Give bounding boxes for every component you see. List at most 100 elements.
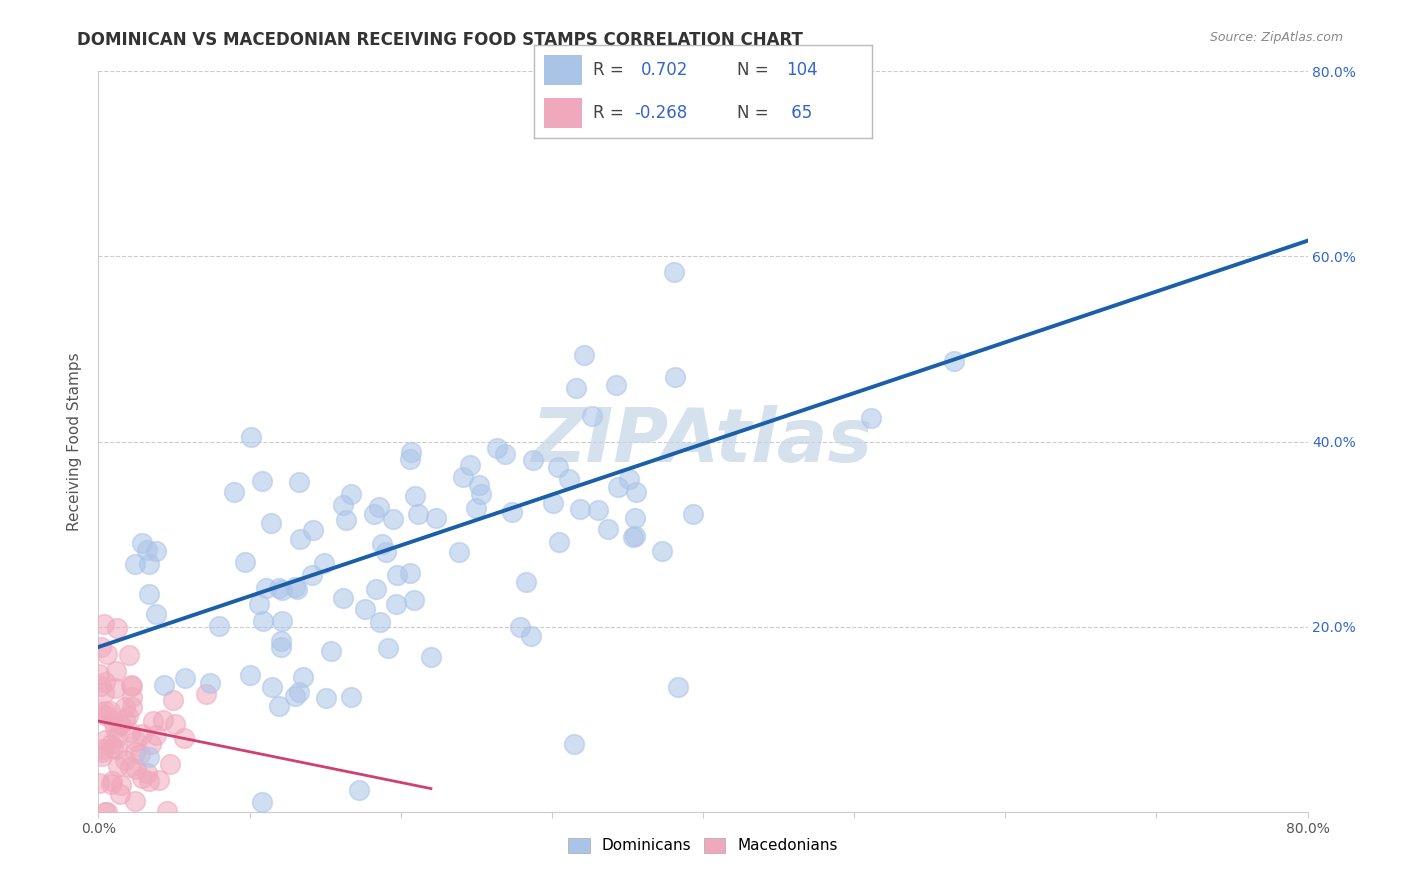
Text: R =: R = [593, 104, 624, 122]
Point [501, 505, 523, 519]
Point [145, 607, 167, 622]
Y-axis label: Receiving Food Stamps: Receiving Food Stamps [67, 352, 83, 531]
Point [363, 508, 385, 522]
Point [399, 445, 422, 459]
Point [384, 597, 406, 611]
Point [619, 472, 641, 486]
Point [942, 353, 965, 368]
Text: 0.702: 0.702 [641, 61, 688, 78]
Point [270, 640, 292, 654]
Point [247, 597, 270, 611]
Point [96, 805, 118, 819]
Point [156, 804, 179, 818]
Point [163, 717, 186, 731]
Text: DOMINICAN VS MACEDONIAN RECEIVING FOOD STAMPS CORRELATION CHART: DOMINICAN VS MACEDONIAN RECEIVING FOOD S… [77, 31, 803, 49]
Point [93, 686, 115, 700]
Point [104, 721, 127, 735]
Point [624, 485, 647, 500]
Point [100, 737, 122, 751]
Point [138, 586, 160, 600]
Point [377, 640, 399, 655]
Point [465, 501, 488, 516]
Point [284, 690, 307, 704]
Point [621, 530, 644, 544]
Text: N =: N = [737, 61, 768, 78]
Text: ZIPAtlas: ZIPAtlas [533, 405, 873, 478]
Text: 65: 65 [786, 104, 811, 122]
Point [451, 470, 474, 484]
Point [121, 690, 143, 705]
Point [364, 582, 387, 596]
Point [174, 671, 197, 685]
Point [121, 700, 143, 714]
Point [152, 713, 174, 727]
Point [353, 602, 375, 616]
Point [145, 728, 167, 742]
Point [105, 742, 128, 756]
Point [152, 678, 174, 692]
Point [124, 745, 146, 759]
Point [222, 485, 245, 500]
Point [470, 487, 492, 501]
Point [94, 675, 117, 690]
Point [302, 524, 325, 538]
Point [173, 731, 195, 745]
Point [301, 567, 323, 582]
Point [399, 452, 422, 467]
Point [131, 727, 153, 741]
Point [138, 749, 160, 764]
Point [93, 616, 115, 631]
Point [128, 747, 150, 762]
Point [382, 512, 405, 526]
Point [94, 805, 117, 819]
Point [120, 760, 142, 774]
Point [288, 532, 311, 546]
Point [607, 480, 630, 494]
Point [110, 787, 132, 801]
Point [288, 475, 311, 489]
Point [110, 779, 132, 793]
Point [136, 766, 159, 780]
Point [547, 459, 569, 474]
Point [340, 487, 363, 501]
Point [515, 575, 537, 590]
Text: -0.268: -0.268 [634, 104, 688, 122]
Point [270, 614, 292, 628]
Point [291, 671, 314, 685]
Point [340, 690, 363, 704]
Point [90, 679, 112, 693]
Point [142, 714, 165, 728]
Point [118, 648, 141, 662]
Point [682, 508, 704, 522]
Point [347, 782, 370, 797]
Point [89, 667, 111, 681]
Point [651, 543, 673, 558]
Point [96, 648, 118, 662]
Point [136, 542, 159, 557]
Point [100, 777, 122, 791]
Point [564, 381, 586, 395]
Point [239, 430, 262, 444]
Point [398, 566, 420, 580]
Point [138, 774, 160, 789]
Point [110, 718, 132, 732]
Point [494, 446, 516, 460]
Point [105, 731, 128, 745]
Point [90, 706, 112, 720]
Point [285, 582, 308, 597]
Point [332, 498, 354, 512]
Point [371, 537, 394, 551]
Point [385, 568, 408, 582]
Point [404, 592, 426, 607]
Bar [544, 98, 582, 128]
Point [105, 664, 128, 678]
Point [107, 758, 129, 772]
Point [94, 732, 117, 747]
Point [252, 796, 274, 810]
Point [131, 536, 153, 550]
Point [425, 511, 447, 525]
Point [335, 513, 357, 527]
Point [588, 503, 610, 517]
Point [598, 522, 620, 536]
Point [404, 489, 426, 503]
